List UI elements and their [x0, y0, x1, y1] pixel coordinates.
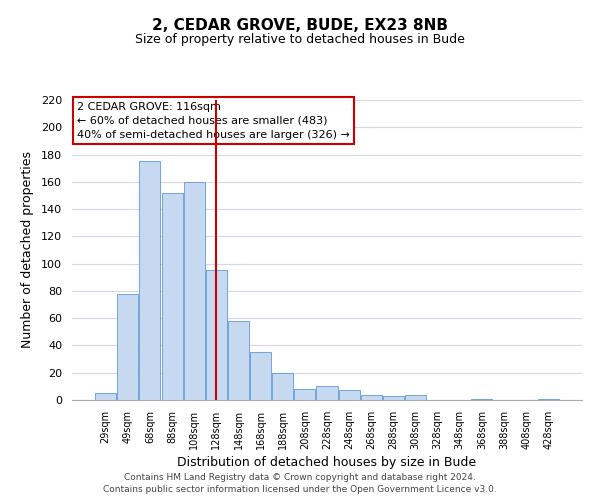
- Bar: [139, 162, 160, 400]
- Bar: [118, 294, 139, 400]
- Bar: [250, 352, 271, 400]
- Bar: [228, 321, 249, 400]
- Bar: [95, 393, 116, 400]
- Bar: [361, 394, 382, 400]
- Bar: [184, 182, 205, 400]
- Text: 2 CEDAR GROVE: 116sqm
← 60% of detached houses are smaller (483)
40% of semi-det: 2 CEDAR GROVE: 116sqm ← 60% of detached …: [77, 102, 350, 140]
- Bar: [161, 192, 182, 400]
- Bar: [338, 390, 359, 400]
- Text: Contains HM Land Registry data © Crown copyright and database right 2024.: Contains HM Land Registry data © Crown c…: [124, 472, 476, 482]
- Bar: [538, 398, 559, 400]
- Text: Contains public sector information licensed under the Open Government Licence v3: Contains public sector information licen…: [103, 485, 497, 494]
- Bar: [272, 372, 293, 400]
- Bar: [383, 396, 404, 400]
- Bar: [472, 398, 493, 400]
- X-axis label: Distribution of detached houses by size in Bude: Distribution of detached houses by size …: [178, 456, 476, 469]
- Bar: [405, 394, 426, 400]
- Bar: [206, 270, 227, 400]
- Y-axis label: Number of detached properties: Number of detached properties: [21, 152, 34, 348]
- Text: Size of property relative to detached houses in Bude: Size of property relative to detached ho…: [135, 32, 465, 46]
- Text: 2, CEDAR GROVE, BUDE, EX23 8NB: 2, CEDAR GROVE, BUDE, EX23 8NB: [152, 18, 448, 32]
- Bar: [316, 386, 338, 400]
- Bar: [295, 389, 316, 400]
